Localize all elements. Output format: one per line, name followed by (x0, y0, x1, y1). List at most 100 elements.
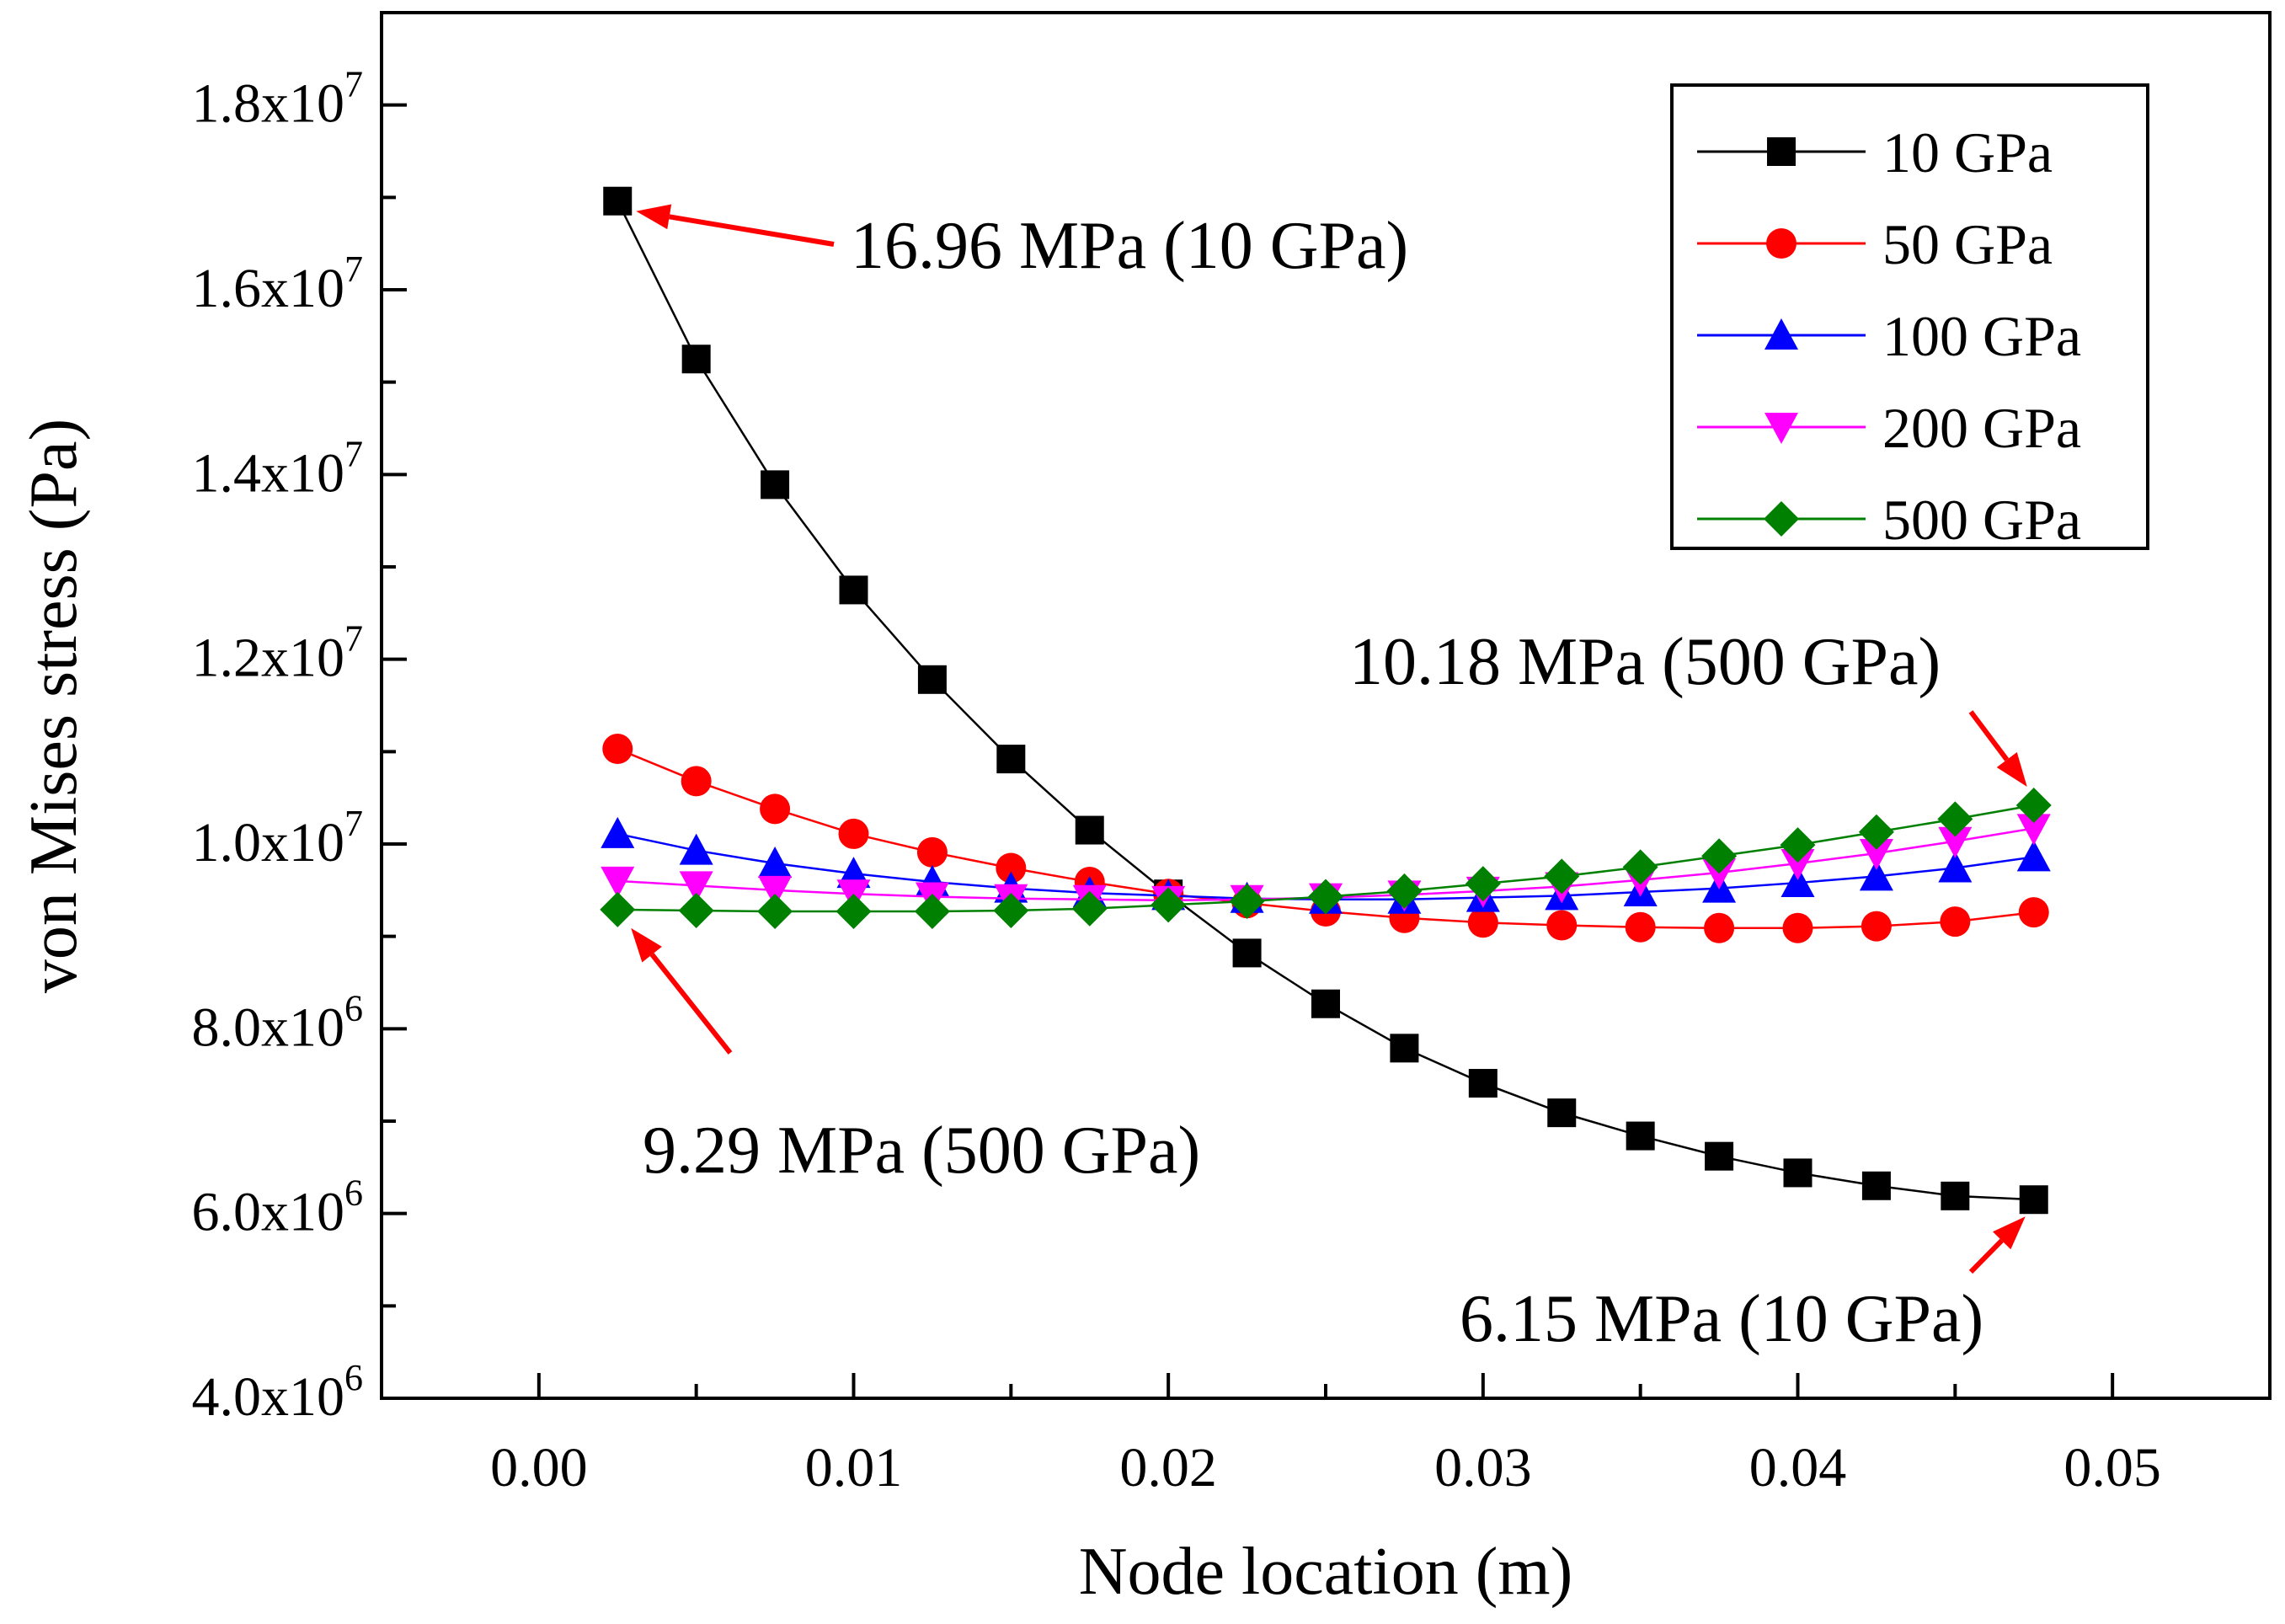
y-tick-mantissa: 6.0x10 (192, 1182, 345, 1243)
data-point (2019, 1185, 2048, 1215)
annotation-arrow-shaft (669, 214, 835, 247)
x-tick-label: 0.02 (1119, 1437, 1217, 1498)
legend-marker (1766, 228, 1797, 259)
data-point (602, 734, 633, 765)
x-tick-label: 0.01 (805, 1437, 903, 1498)
data-point (1941, 1181, 1970, 1210)
data-point (1311, 989, 1340, 1018)
data-point (760, 793, 791, 825)
y-tick-exponent: 6 (344, 1357, 363, 1398)
data-point (1859, 838, 1893, 870)
data-point (1704, 912, 1735, 943)
annotation-arrow-shaft (1968, 710, 2010, 761)
data-point (1229, 883, 1265, 919)
legend-label: 50 GPa (1882, 212, 2053, 276)
y-tick-mantissa: 4.0x10 (192, 1366, 345, 1428)
data-point (2016, 840, 2051, 872)
data-point (1232, 938, 1262, 968)
y-tick-label: 1.2x107 (192, 618, 364, 689)
data-point (1940, 906, 1971, 938)
data-point (600, 891, 636, 927)
legend-box (1670, 83, 2149, 550)
y-axis-label: von Mises stress (Pa) (17, 419, 91, 993)
y-tick-label: 1.8x107 (192, 64, 364, 135)
data-point (679, 833, 713, 865)
y-tick-exponent: 7 (344, 433, 363, 474)
data-point (1937, 801, 1973, 837)
annotation-label: 16.96 MPa (10 GPa) (851, 209, 1408, 283)
data-point (601, 816, 635, 848)
data-point (2018, 897, 2049, 928)
data-point (1938, 826, 1973, 858)
legend-label: 10 GPa (1882, 120, 2053, 184)
y-tick-label: 8.0x106 (192, 987, 364, 1058)
data-point (917, 665, 947, 694)
legend-label: 200 GPa (1882, 396, 2081, 460)
data-point (758, 875, 793, 907)
data-point (603, 186, 633, 216)
data-point (839, 575, 868, 605)
legend: 10 GPa 50 GPa 100 GPa 200 GPa 500 GPa (1670, 83, 2149, 552)
y-tick-mantissa: 1.6x10 (192, 258, 345, 319)
annotation-arrow-head (636, 204, 672, 230)
annotation: 10.18 MPa (500 GPa) (1349, 625, 2027, 787)
legend-marker (1764, 318, 1798, 350)
y-tick-label: 4.0x106 (192, 1357, 364, 1428)
annotation-label: 10.18 MPa (500 GPa) (1349, 625, 1941, 699)
y-tick-exponent: 7 (344, 803, 363, 844)
legend-item: 500 GPa (1697, 488, 2081, 552)
data-point (601, 866, 635, 898)
annotation-label: 9.29 MPa (500 GPa) (643, 1114, 1200, 1188)
x-tick-label: 0.03 (1434, 1437, 1532, 1498)
y-tick-exponent: 6 (344, 987, 363, 1028)
y-tick-mantissa: 8.0x10 (192, 996, 345, 1058)
y-tick-label: 1.0x107 (192, 803, 364, 873)
data-point (1782, 912, 1813, 943)
data-point (1702, 857, 1737, 889)
annotation-arrow-head (1993, 1216, 2026, 1250)
data-point (1151, 887, 1187, 923)
data-point (1780, 866, 1815, 898)
series-10-gpa (603, 186, 2048, 1215)
data-point (758, 847, 793, 879)
series-layer (600, 186, 2052, 1215)
data-point (1859, 859, 1893, 891)
annotation-arrow-shaft (1968, 1238, 2004, 1274)
y-ticks: 4.0x1066.0x1068.0x1061.0x1071.2x1071.4x1… (192, 64, 407, 1428)
data-point (681, 345, 711, 374)
data-point (1701, 838, 1738, 874)
y-tick-label: 6.0x106 (192, 1173, 364, 1243)
data-point (1544, 858, 1580, 895)
y-tick-exponent: 7 (344, 618, 363, 660)
annotation-label: 6.15 MPa (10 GPa) (1460, 1282, 1983, 1356)
data-point (2015, 787, 2052, 823)
data-point (996, 852, 1027, 884)
data-point (1622, 849, 1658, 885)
legend-marker (1764, 501, 1799, 537)
data-point (1625, 911, 1656, 943)
x-tick-label: 0.04 (1749, 1437, 1847, 1498)
annotation: 9.29 MPa (500 GPa) (631, 927, 1200, 1188)
data-point (1705, 1141, 1734, 1171)
legend-label: 500 GPa (1882, 488, 2081, 552)
legend-marker (1764, 413, 1798, 444)
data-point (1467, 907, 1498, 938)
y-tick-mantissa: 1.0x10 (192, 812, 345, 873)
data-point (1468, 1069, 1498, 1098)
data-point (679, 871, 713, 903)
data-point (1075, 815, 1104, 845)
data-point (1465, 866, 1501, 902)
legend-label: 100 GPa (1882, 304, 2081, 368)
data-point (1861, 1171, 1891, 1200)
legend-marker (1767, 137, 1796, 166)
x-tick-label: 0.00 (490, 1437, 588, 1498)
legend-item: 10 GPa (1697, 120, 2053, 184)
annotation: 6.15 MPa (10 GPa) (1460, 1216, 2026, 1356)
series-500-gpa (600, 787, 2052, 930)
y-tick-mantissa: 1.2x10 (192, 628, 345, 689)
data-point (1071, 890, 1108, 927)
x-ticks: 0.00 0.01 0.02 0.03 0.04 0.05 (490, 1373, 2161, 1498)
data-point (681, 766, 712, 797)
data-point (1780, 827, 1816, 863)
